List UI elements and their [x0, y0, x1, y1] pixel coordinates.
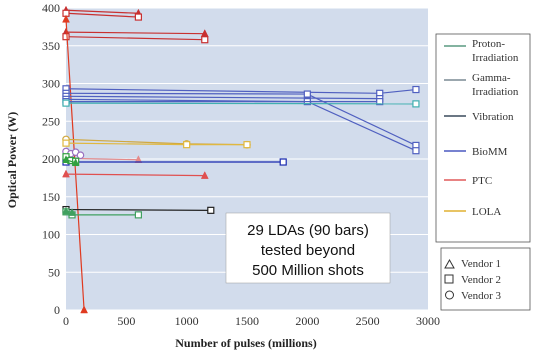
data-point — [183, 141, 191, 149]
x-tick-label: 2000 — [295, 314, 319, 328]
data-point — [62, 33, 70, 41]
legend-marker-square — [444, 274, 454, 284]
series-line — [65, 95, 380, 100]
legend-label-biomm: BioMM — [472, 146, 508, 158]
data-point — [207, 206, 215, 214]
series — [62, 206, 76, 216]
data-point — [412, 100, 420, 108]
data-point — [62, 99, 70, 107]
series — [62, 85, 420, 97]
legend-label-vendor-3: Vendor 3 — [461, 290, 502, 302]
legend-label-vendor-1: Vendor 1 — [461, 258, 501, 270]
x-tick-label: 2500 — [356, 314, 380, 328]
series — [62, 139, 251, 149]
x-tick-label: 500 — [117, 314, 135, 328]
series — [62, 169, 209, 179]
y-tick-label: 350 — [42, 39, 60, 53]
y-tick-label: 0 — [54, 303, 60, 317]
annotation-background — [225, 212, 391, 284]
data-point — [62, 139, 70, 147]
legend-label-gamma-2: Irradiation — [472, 86, 519, 98]
legend-label-vendor-2: Vendor 2 — [461, 274, 501, 286]
annotation-line-3: 500 Million shots — [252, 262, 364, 279]
legend-marker-circle — [445, 290, 454, 300]
series-line — [65, 9, 139, 14]
annotation-box: 29 LDAs (90 bars) tested beyond 500 Mill… — [225, 212, 391, 284]
data-point — [76, 151, 85, 160]
legend-marker-triangle — [444, 258, 455, 269]
y-tick-label: 300 — [42, 77, 60, 91]
data-point — [279, 158, 287, 166]
y-tick-label: 200 — [42, 152, 60, 166]
data-point — [412, 85, 420, 94]
data-point — [62, 14, 70, 23]
y-tick-label: 250 — [42, 114, 60, 128]
series-line — [65, 102, 416, 105]
annotation-line-2: tested beyond — [261, 242, 355, 259]
y-tick-label: 50 — [48, 265, 60, 279]
data-point — [243, 141, 251, 149]
data-point — [62, 206, 70, 215]
y-tick-label: 400 — [42, 1, 60, 15]
data-point — [68, 208, 76, 216]
series — [62, 9, 142, 21]
series-line — [65, 208, 211, 211]
data-point — [412, 147, 420, 155]
legend-label-proton: Proton- — [472, 38, 505, 50]
x-tick-label: 1500 — [235, 314, 259, 328]
series — [62, 155, 80, 167]
y-axis-title: Optical Power (W) — [5, 112, 19, 208]
legend-vendors: Vendor 1 Vendor 2 Vendor 3 — [440, 247, 531, 311]
data-point — [134, 211, 142, 219]
data-point — [62, 155, 70, 164]
data-point — [376, 98, 384, 106]
x-tick-label: 1000 — [175, 314, 199, 328]
legend-vendors-box — [440, 247, 531, 311]
data-point — [71, 158, 80, 167]
data-point — [80, 305, 89, 314]
data-point — [134, 155, 143, 164]
legend-label-gamma: Gamma- — [472, 72, 511, 84]
series-line — [65, 12, 139, 18]
legend-label-lola: LOLA — [472, 206, 501, 218]
x-axis-title: Number of pulses (millions) — [175, 336, 316, 350]
series-line — [65, 31, 205, 35]
data-point — [200, 171, 209, 179]
data-point — [201, 36, 209, 44]
legend-label-vibration: Vibration — [472, 111, 514, 123]
legend-label-ptc: PTC — [472, 175, 492, 187]
y-tick-label: 150 — [42, 190, 60, 204]
x-tick-label: 3000 — [416, 314, 440, 328]
data-point — [62, 169, 70, 178]
legend-programs: Proton- Irradiation Gamma- Irradiation V… — [435, 33, 531, 243]
legend-programs-box — [435, 33, 531, 243]
series — [62, 33, 209, 44]
legend-label-proton-2: Irradiation — [472, 52, 519, 64]
annotation-line-1: 29 LDAs (90 bars) — [247, 222, 369, 239]
x-tick-label: 0 — [63, 314, 69, 328]
series-layer — [62, 5, 420, 314]
data-point — [303, 90, 311, 98]
ticks-layer: 0 50 100 150 200 250 300 350 400 0 500 1000 1500 2000… — [42, 1, 440, 328]
series-line — [65, 173, 205, 177]
series — [62, 99, 420, 108]
y-tick-label: 100 — [42, 228, 60, 242]
series-line — [65, 36, 205, 41]
data-point — [134, 13, 142, 21]
